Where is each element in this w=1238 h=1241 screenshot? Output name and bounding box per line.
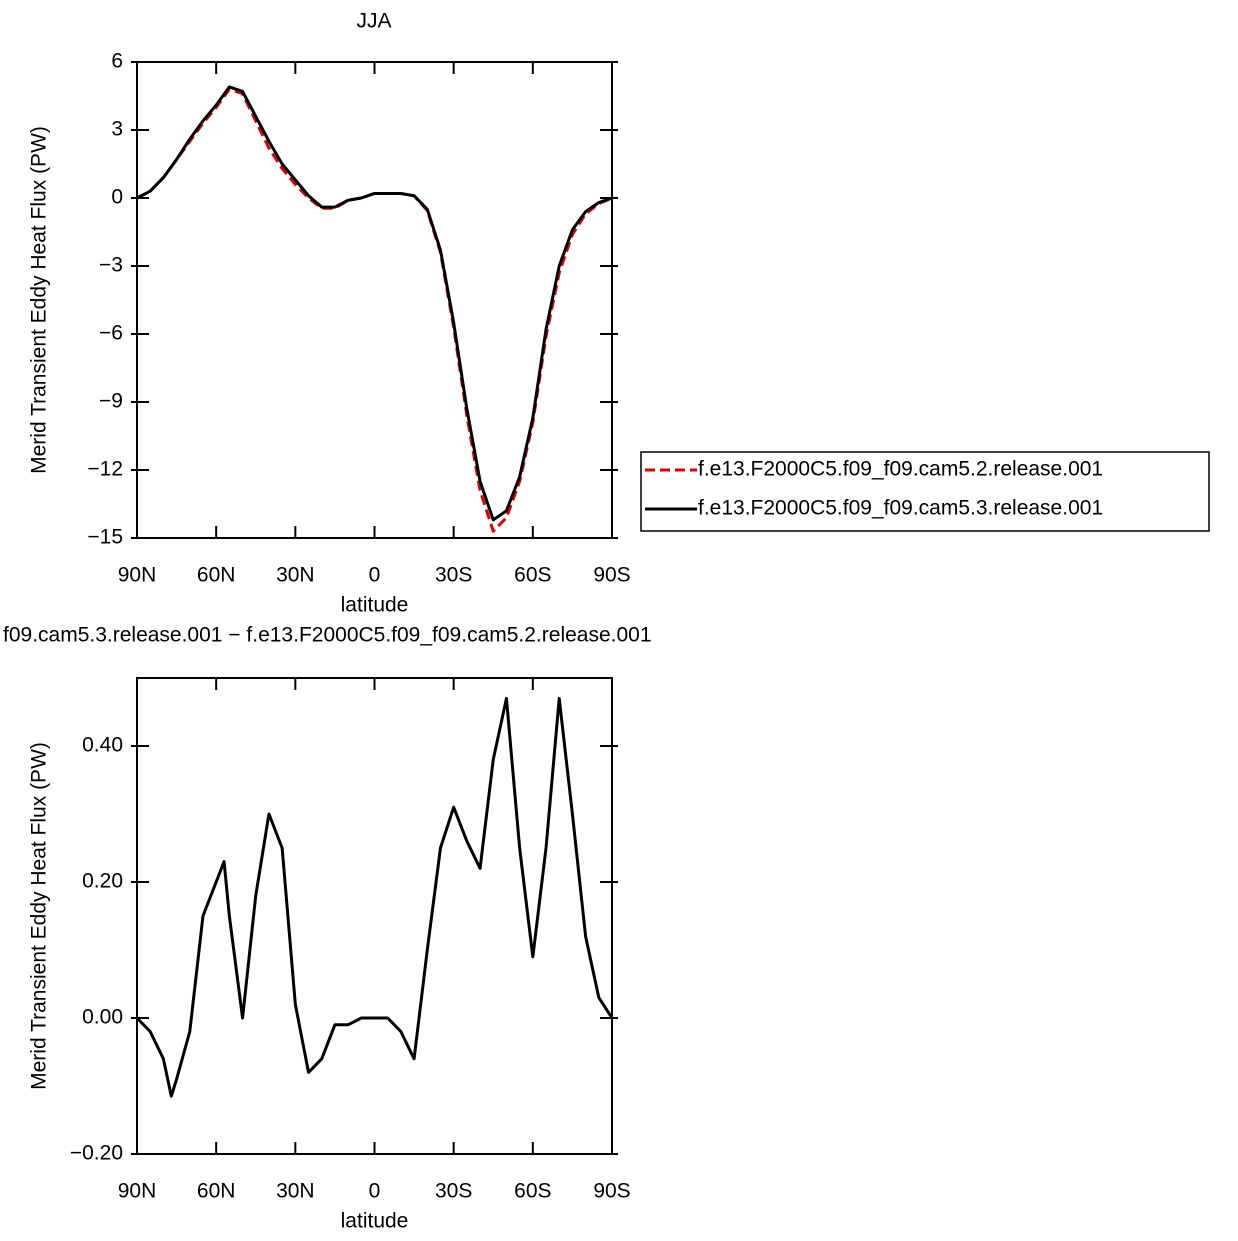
y-tick-label: 6 [111,50,123,73]
y-tick-label: 0.40 [82,734,123,757]
chart-title: f09.cam5.3.release.001 − f.e13.F2000C5.f… [3,624,652,647]
x-tick-label: 30N [276,1180,315,1203]
x-tick-label: 60S [514,1180,551,1203]
data-line [136,85,613,522]
data-line [136,87,613,533]
plot-frame [136,677,613,1155]
y-axis-title: Merid Transient Eddy Heat Flux (PW) [28,742,51,1090]
x-tick-label: 60N [197,564,236,587]
y-tick-label: 0.20 [82,870,123,893]
legend-label: f.e13.F2000C5.f09_f09.cam5.3.release.001 [698,497,1103,520]
y-tick-label: −12 [87,458,123,481]
data-line [135,696,614,1098]
y-tick-label: −0.20 [70,1142,123,1165]
legend-box [640,451,1210,532]
y-tick-label: −6 [99,322,123,345]
x-tick-label: 0 [369,564,381,587]
y-axis-title: Merid Transient Eddy Heat Flux (PW) [28,126,51,474]
legend-label: f.e13.F2000C5.f09_f09.cam5.2.release.001 [698,458,1103,481]
x-tick-label: 90S [593,1180,630,1203]
y-tick-label: −3 [99,254,123,277]
x-axis-title: latitude [341,1210,409,1233]
x-tick-label: 60N [197,1180,236,1203]
x-tick-label: 0 [369,1180,381,1203]
x-tick-label: 90N [118,564,157,587]
y-tick-label: −15 [87,526,123,549]
x-tick-label: 30N [276,564,315,587]
x-tick-label: 90S [593,564,630,587]
y-tick-label: 0.00 [82,1006,123,1029]
x-tick-label: 30S [435,1180,472,1203]
y-tick-label: 3 [111,118,123,141]
plot-frame [136,61,613,539]
chart-title: JJA [356,10,391,33]
x-tick-label: 30S [435,564,472,587]
y-tick-label: 0 [111,186,123,209]
x-tick-label: 60S [514,564,551,587]
y-tick-label: −9 [99,390,123,413]
x-tick-label: 90N [118,1180,157,1203]
x-axis-title: latitude [341,594,409,617]
